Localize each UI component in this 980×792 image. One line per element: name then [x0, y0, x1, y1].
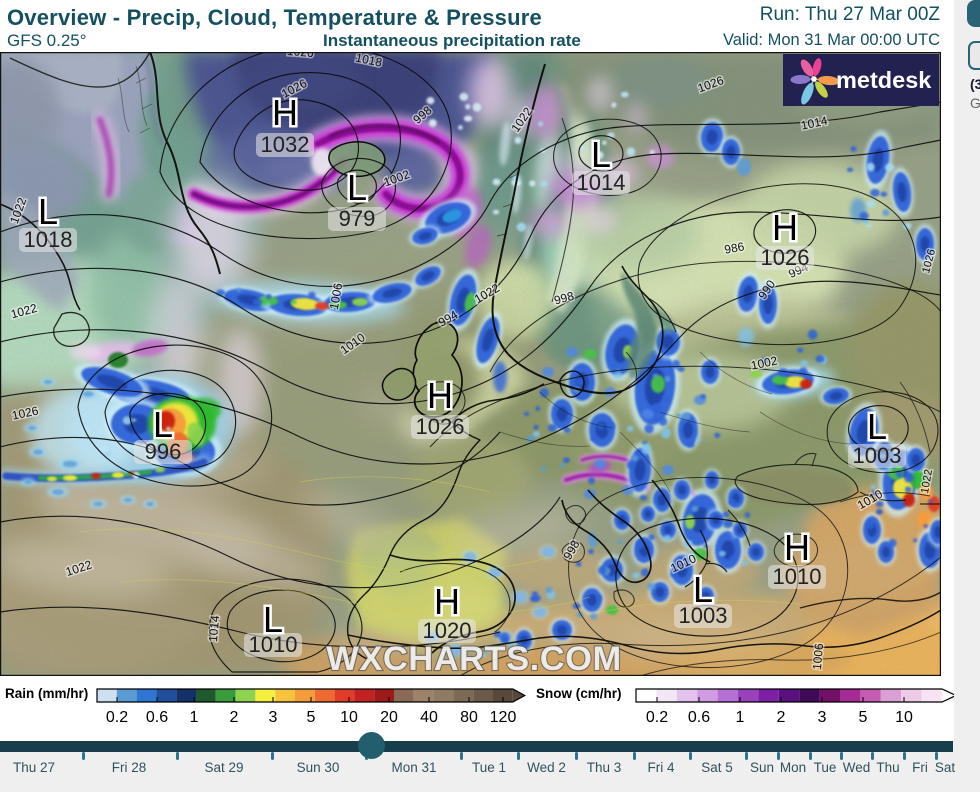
svg-text:Rain (mm/hr): Rain (mm/hr) [5, 686, 88, 701]
svg-text:2: 2 [230, 709, 239, 726]
svg-text:L: L [347, 167, 367, 208]
svg-text:L: L [263, 599, 283, 640]
svg-text:Snow (cm/hr): Snow (cm/hr) [536, 686, 622, 701]
svg-text:20: 20 [380, 709, 398, 726]
svg-text:5: 5 [859, 709, 868, 726]
svg-text:10: 10 [340, 709, 358, 726]
svg-text:0.2: 0.2 [646, 709, 668, 726]
svg-text:L: L [867, 406, 887, 447]
svg-text:H: H [427, 375, 453, 416]
svg-text:H: H [272, 92, 298, 133]
svg-text:120: 120 [490, 709, 517, 726]
svg-text:10: 10 [895, 709, 913, 726]
svg-text:0.6: 0.6 [688, 709, 710, 726]
svg-text:1014: 1014 [577, 170, 626, 195]
svg-text:1: 1 [190, 709, 199, 726]
svg-text:1026: 1026 [286, 52, 314, 60]
svg-text:L: L [693, 569, 713, 610]
svg-text:3: 3 [818, 709, 827, 726]
svg-text:2: 2 [777, 709, 786, 726]
svg-text:996: 996 [145, 439, 182, 464]
svg-text:H: H [434, 581, 460, 622]
svg-text:986: 986 [723, 239, 745, 256]
svg-text:1022: 1022 [919, 468, 935, 494]
svg-text:L: L [591, 134, 611, 175]
svg-text:1006: 1006 [327, 282, 345, 311]
svg-text:1010: 1010 [249, 632, 298, 657]
svg-text:1006: 1006 [810, 642, 826, 670]
svg-text:3: 3 [269, 709, 278, 726]
svg-text:L: L [38, 191, 58, 232]
svg-text:1032: 1032 [261, 132, 310, 157]
svg-text:0.6: 0.6 [146, 709, 168, 726]
svg-text:1018: 1018 [24, 227, 73, 252]
svg-text:1003: 1003 [853, 443, 902, 468]
svg-text:979: 979 [339, 206, 376, 231]
svg-text:80: 80 [460, 709, 478, 726]
svg-text:40: 40 [420, 709, 438, 726]
svg-text:1003: 1003 [679, 603, 728, 628]
svg-text:5: 5 [307, 709, 316, 726]
svg-text:1014: 1014 [206, 614, 222, 642]
svg-text:1020: 1020 [423, 618, 472, 643]
svg-text:H: H [772, 207, 798, 248]
svg-text:L: L [153, 404, 173, 445]
svg-text:1026: 1026 [416, 414, 465, 439]
svg-text:H: H [784, 527, 810, 568]
svg-text:metdesk: metdesk [836, 67, 932, 93]
svg-text:1010: 1010 [773, 564, 822, 589]
svg-text:0.2: 0.2 [106, 709, 128, 726]
svg-text:998: 998 [552, 289, 575, 308]
svg-text:WXCHARTS.COM: WXCHARTS.COM [326, 640, 621, 676]
svg-text:1: 1 [736, 709, 745, 726]
svg-text:1026: 1026 [761, 245, 810, 270]
